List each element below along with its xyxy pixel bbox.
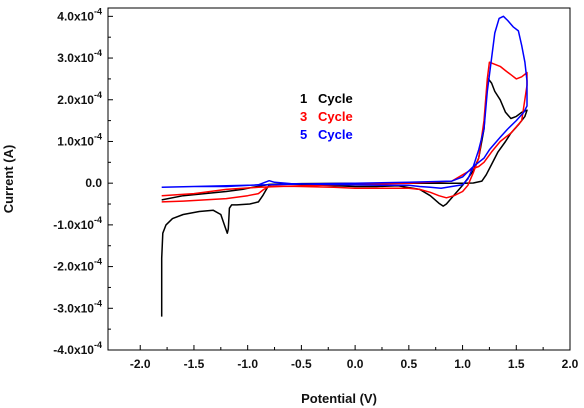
legend-number: 5 — [300, 127, 307, 142]
legend: 1 Cycle 3 Cycle 5 Cycle — [300, 91, 353, 142]
x-tick-label: -1.0 — [237, 357, 258, 371]
y-tick-label: 4.0x10-4 — [57, 6, 102, 23]
y-axis-ticks: -4.0x10-4 -3.0x10-4 -2.0x10-4 -1.0x10-4 0.0 1… — [53, 6, 113, 357]
legend-label: Cycle — [318, 91, 353, 106]
legend-number: 1 — [300, 91, 307, 106]
series-line-2 — [161, 61, 528, 203]
x-tick-label: -2.0 — [130, 357, 151, 371]
x-tick-label: -0.5 — [291, 357, 312, 371]
y-tick-label: -2.0x10-4 — [53, 257, 102, 274]
y-axis-title: Current (A) — [1, 145, 16, 214]
y-tick-label: 2.0x10-4 — [57, 90, 102, 107]
x-axis-ticks: -2.0 -1.5 -1.0 -0.5 0.0 0.5 1.0 1.5 2.0 — [130, 345, 579, 371]
x-tick-label: 2.0 — [562, 357, 579, 371]
y-tick-label: -4.0x10-4 — [53, 340, 102, 357]
x-tick-label: 0.0 — [347, 357, 364, 371]
series-layer — [160, 15, 528, 317]
legend-number: 3 — [300, 109, 307, 124]
y-tick-label: 1.0x10-4 — [57, 131, 102, 148]
plot-area-frame — [107, 7, 571, 351]
x-axis-title: Potential (V) — [301, 391, 377, 406]
y-tick-label: 3.0x10-4 — [57, 48, 102, 65]
legend-label: Cycle — [318, 127, 353, 142]
legend-label: Cycle — [318, 109, 353, 124]
x-tick-label: -1.5 — [184, 357, 205, 371]
series-line-3 — [161, 15, 528, 189]
y-tick-label: -1.0x10-4 — [53, 215, 102, 232]
y-tick-label: 0.0 — [85, 176, 102, 190]
x-tick-label: 1.5 — [508, 357, 525, 371]
x-tick-label: 1.0 — [454, 357, 471, 371]
x-tick-label: 0.5 — [400, 357, 417, 371]
y-tick-label: -3.0x10-4 — [53, 298, 102, 315]
